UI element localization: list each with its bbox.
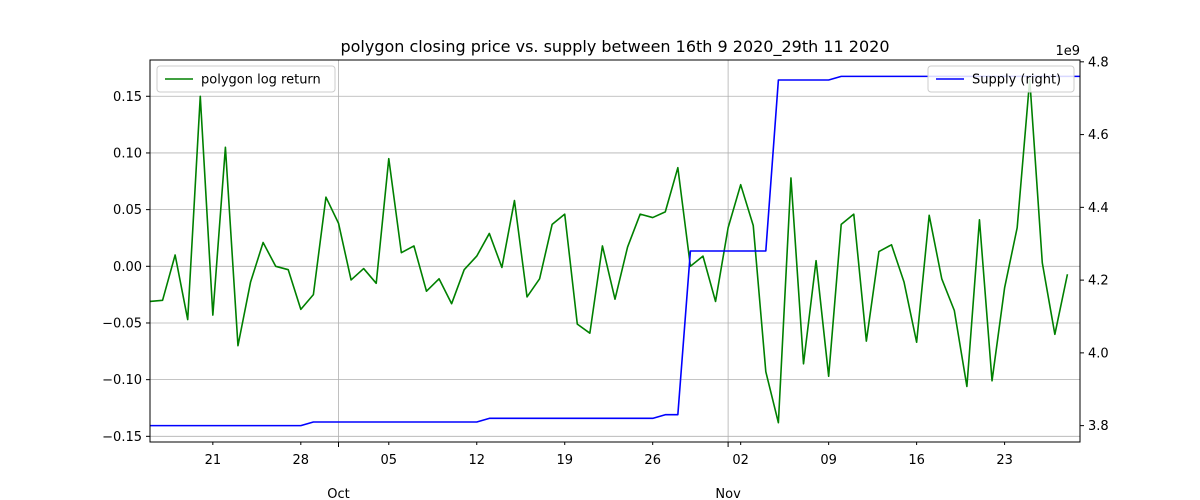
left-axis-tick-label: 0.10 [113, 146, 142, 161]
right-axis-tick-label: 3.8 [1088, 419, 1109, 434]
supply-line [150, 75, 1080, 427]
right-axis-tick-label: 4.4 [1088, 201, 1109, 216]
axes: −0.15 −0.10 −0.05 0.00 0.05 0.10 0.15 3.8 4.0 4.2… [102, 55, 1109, 500]
x-axis-tick-label: 23 [996, 453, 1013, 468]
series-layer [149, 75, 1080, 427]
left-axis-tick-label: −0.15 [102, 430, 142, 445]
legends: polygon log return Supply (right) [156, 65, 1075, 93]
x-axis-tick-label: 19 [556, 453, 573, 468]
right-axis-tick-label: 4.2 [1088, 274, 1109, 289]
log-return-line [149, 78, 1069, 424]
right-axis-scale-label: 1e9 [1055, 44, 1080, 59]
x-axis-tick-label: 28 [293, 453, 310, 468]
x-axis-month-label: Oct [327, 487, 349, 500]
legend-box [927, 65, 1075, 93]
legend-box [156, 65, 336, 93]
x-axis-month-label: Nov [715, 487, 741, 500]
right-axis-tick-label: 4.8 [1088, 55, 1109, 70]
chart-title: polygon closing price vs. supply between… [340, 37, 889, 57]
legend-log-return: polygon log return [156, 65, 336, 93]
x-axis-tick-label: 09 [820, 453, 837, 468]
x-axis-tick-label: 21 [205, 453, 222, 468]
x-axis-tick-label: 16 [908, 453, 925, 468]
legend-label: polygon log return [201, 73, 321, 88]
right-axis-tick-label: 4.0 [1088, 346, 1109, 361]
left-axis-tick-label: 0.15 [113, 90, 142, 105]
legend-label: Supply (right) [972, 73, 1061, 88]
x-axis-tick-label: 02 [732, 453, 749, 468]
x-axis-tick-label: 26 [644, 453, 661, 468]
left-axis-tick-label: −0.10 [102, 373, 142, 388]
left-axis-tick-label: 0.00 [113, 260, 142, 275]
x-axis-tick-label: 12 [468, 453, 485, 468]
grid [150, 60, 1080, 442]
left-axis-tick-label: −0.05 [102, 316, 142, 331]
x-axis-tick-label: 05 [381, 453, 398, 468]
right-axis-tick-label: 4.6 [1088, 128, 1109, 143]
plot-frame [149, 59, 1081, 443]
legend-supply: Supply (right) [927, 65, 1075, 93]
left-axis-tick-label: 0.05 [113, 203, 142, 218]
